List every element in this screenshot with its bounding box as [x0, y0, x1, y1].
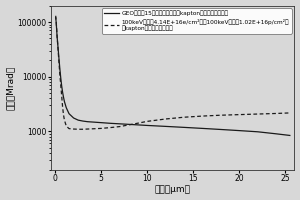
- 100keV电子（4.14E+16e/cm²）和100keV质子（1.02E+16p/cm²）
在kapton中的剂量深度分布: [58, 73, 61, 76]
- GEO轨道上15年的电子和质子在kapton中的剂量深度分布: [55, 28, 58, 30]
- 100keV电子（4.14E+16e/cm²）和100keV质子（1.02E+16p/cm²）
在kapton中的剂量深度分布: [63, 119, 66, 121]
- GEO轨道上15年的电子和质子在kapton中的剂量深度分布: [90, 121, 94, 123]
- 100keV电子（4.14E+16e/cm²）和100keV质子（1.02E+16p/cm²）
在kapton中的剂量深度分布: [219, 114, 223, 116]
- GEO轨道上15年的电子和质子在kapton中的剂量深度分布: [288, 134, 292, 137]
- 100keV电子（4.14E+16e/cm²）和100keV质子（1.02E+16p/cm²）
在kapton中的剂量深度分布: [127, 124, 130, 126]
- 100keV电子（4.14E+16e/cm²）和100keV质子（1.02E+16p/cm²）
在kapton中的剂量深度分布: [136, 122, 140, 124]
- 100keV电子（4.14E+16e/cm²）和100keV质子（1.02E+16p/cm²）
在kapton中的剂量深度分布: [54, 15, 58, 17]
- GEO轨道上15年的电子和质子在kapton中的剂量深度分布: [164, 125, 167, 128]
- GEO轨道上15年的电子和质子在kapton中的剂量深度分布: [55, 35, 59, 37]
- GEO轨道上15年的电子和质子在kapton中的剂量深度分布: [57, 57, 61, 59]
- 100keV电子（4.14E+16e/cm²）和100keV质子（1.02E+16p/cm²）
在kapton中的剂量深度分布: [67, 127, 71, 130]
- 100keV电子（4.14E+16e/cm²）和100keV质子（1.02E+16p/cm²）
在kapton中的剂量深度分布: [55, 27, 58, 29]
- 100keV电子（4.14E+16e/cm²）和100keV质子（1.02E+16p/cm²）
在kapton中的剂量深度分布: [59, 84, 62, 86]
- GEO轨道上15年的电子和质子在kapton中的剂量深度分布: [81, 120, 85, 122]
- GEO轨道上15年的电子和质子在kapton中的剂量深度分布: [63, 100, 66, 103]
- 100keV电子（4.14E+16e/cm²）和100keV质子（1.02E+16p/cm²）
在kapton中的剂量深度分布: [146, 120, 149, 123]
- GEO轨道上15年的电子和质子在kapton中的剂量深度分布: [62, 96, 65, 98]
- GEO轨道上15年的电子和质子在kapton中的剂量深度分布: [136, 124, 140, 126]
- 100keV电子（4.14E+16e/cm²）和100keV质子（1.02E+16p/cm²）
在kapton中的剂量深度分布: [90, 128, 94, 130]
- Line: GEO轨道上15年的电子和质子在kapton中的剂量深度分布: GEO轨道上15年的电子和质子在kapton中的剂量深度分布: [56, 18, 290, 135]
- 100keV电子（4.14E+16e/cm²）和100keV质子（1.02E+16p/cm²）
在kapton中的剂量深度分布: [60, 94, 64, 97]
- GEO轨道上15年的电子和质子在kapton中的剂量深度分布: [201, 127, 204, 130]
- Legend: GEO轨道上15年的电子和质子在kapton中的剂量深度分布, 100keV电子（4.14E+16e/cm²）和100keV质子（1.02E+16p/cm²）
: GEO轨道上15年的电子和质子在kapton中的剂量深度分布, 100keV电子…: [102, 8, 292, 34]
- 100keV电子（4.14E+16e/cm²）和100keV质子（1.02E+16p/cm²）
在kapton中的剂量深度分布: [85, 128, 89, 130]
- GEO轨道上15年的电子和质子在kapton中的剂量深度分布: [118, 123, 122, 125]
- 100keV电子（4.14E+16e/cm²）和100keV质子（1.02E+16p/cm²）
在kapton中的剂量深度分布: [288, 112, 292, 114]
- GEO轨道上15年的电子和质子在kapton中的剂量深度分布: [99, 121, 103, 124]
- GEO轨道上15年的电子和质子在kapton中的剂量深度分布: [146, 124, 149, 127]
- 100keV电子（4.14E+16e/cm²）和100keV质子（1.02E+16p/cm²）
在kapton中的剂量深度分布: [64, 125, 68, 127]
- 100keV电子（4.14E+16e/cm²）和100keV质子（1.02E+16p/cm²）
在kapton中的剂量深度分布: [99, 127, 103, 130]
- GEO轨道上15年的电子和质子在kapton中的剂量深度分布: [60, 85, 64, 87]
- GEO轨道上15年的电子和质子在kapton中的剂量深度分布: [256, 131, 260, 133]
- GEO轨道上15年的电子和质子在kapton中的剂量深度分布: [219, 128, 223, 131]
- 100keV电子（4.14E+16e/cm²）和100keV质子（1.02E+16p/cm²）
在kapton中的剂量深度分布: [164, 118, 167, 120]
- X-axis label: 深度（μm）: 深度（μm）: [154, 185, 190, 194]
- GEO轨道上15年的电子和质子在kapton中的剂量深度分布: [182, 126, 186, 129]
- 100keV电子（4.14E+16e/cm²）和100keV质子（1.02E+16p/cm²）
在kapton中的剂量深度分布: [118, 125, 122, 128]
- 100keV电子（4.14E+16e/cm²）和100keV质子（1.02E+16p/cm²）
在kapton中的剂量深度分布: [274, 112, 278, 115]
- 100keV电子（4.14E+16e/cm²）和100keV质子（1.02E+16p/cm²）
在kapton中的剂量深度分布: [62, 114, 65, 116]
- 100keV电子（4.14E+16e/cm²）和100keV质子（1.02E+16p/cm²）
在kapton中的剂量深度分布: [61, 106, 64, 108]
- 100keV电子（4.14E+16e/cm²）和100keV质子（1.02E+16p/cm²）
在kapton中的剂量深度分布: [72, 128, 75, 130]
- 100keV电子（4.14E+16e/cm²）和100keV质子（1.02E+16p/cm²）
在kapton中的剂量深度分布: [201, 115, 204, 117]
- 100keV电子（4.14E+16e/cm²）和100keV质子（1.02E+16p/cm²）
在kapton中的剂量深度分布: [81, 128, 85, 130]
- 100keV电子（4.14E+16e/cm²）和100keV质子（1.02E+16p/cm²）
在kapton中的剂量深度分布: [76, 128, 80, 130]
- GEO轨道上15年的电子和质子在kapton中的剂量深度分布: [274, 133, 278, 135]
- GEO轨道上15年的电子和质子在kapton中的剂量深度分布: [109, 122, 112, 125]
- 100keV电子（4.14E+16e/cm²）和100keV质子（1.02E+16p/cm²）
在kapton中的剂量深度分布: [55, 35, 59, 37]
- GEO轨道上15年的电子和质子在kapton中的剂量深度分布: [58, 67, 61, 70]
- GEO轨道上15年的电子和质子在kapton中的剂量深度分布: [85, 120, 89, 123]
- GEO轨道上15年的电子和质子在kapton中的剂量深度分布: [127, 123, 130, 126]
- GEO轨道上15年的电子和质子在kapton中的剂量深度分布: [59, 77, 62, 79]
- 100keV电子（4.14E+16e/cm²）和100keV质子（1.02E+16p/cm²）
在kapton中的剂量深度分布: [182, 116, 186, 118]
- 100keV电子（4.14E+16e/cm²）和100keV质子（1.02E+16p/cm²）
在kapton中的剂量深度分布: [109, 126, 112, 129]
- 100keV电子（4.14E+16e/cm²）和100keV质子（1.02E+16p/cm²）
在kapton中的剂量深度分布: [237, 113, 241, 116]
- GEO轨道上15年的电子和质子在kapton中的剂量深度分布: [76, 119, 80, 121]
- 100keV电子（4.14E+16e/cm²）和100keV质子（1.02E+16p/cm²）
在kapton中的剂量深度分布: [57, 60, 61, 63]
- GEO轨道上15年的电子和质子在kapton中的剂量深度分布: [67, 112, 71, 115]
- 100keV电子（4.14E+16e/cm²）和100keV质子（1.02E+16p/cm²）
在kapton中的剂量深度分布: [256, 113, 260, 115]
- 100keV电子（4.14E+16e/cm²）和100keV质子（1.02E+16p/cm²）
在kapton中的剂量深度分布: [54, 20, 58, 22]
- GEO轨道上15年的电子和质子在kapton中的剂量深度分布: [56, 46, 60, 48]
- GEO轨道上15年的电子和质子在kapton中的剂量深度分布: [54, 21, 58, 23]
- Line: 100keV电子（4.14E+16e/cm²）和100keV质子（1.02E+16p/cm²）
在kapton中的剂量深度分布: 100keV电子（4.14E+16e/cm²）和100keV质子（1.02E+1…: [56, 16, 290, 129]
- GEO轨道上15年的电子和质子在kapton中的剂量深度分布: [237, 129, 241, 132]
- GEO轨道上15年的电子和质子在kapton中的剂量深度分布: [54, 16, 58, 19]
- GEO轨道上15年的电子和质子在kapton中的剂量深度分布: [61, 91, 64, 93]
- GEO轨道上15年的电子和质子在kapton中的剂量深度分布: [72, 117, 75, 119]
- 100keV电子（4.14E+16e/cm²）和100keV质子（1.02E+16p/cm²）
在kapton中的剂量深度分布: [56, 47, 60, 50]
- Y-axis label: 剂量（Mrad）: 剂量（Mrad）: [6, 65, 15, 110]
- GEO轨道上15年的电子和质子在kapton中的剂量深度分布: [64, 107, 68, 109]
